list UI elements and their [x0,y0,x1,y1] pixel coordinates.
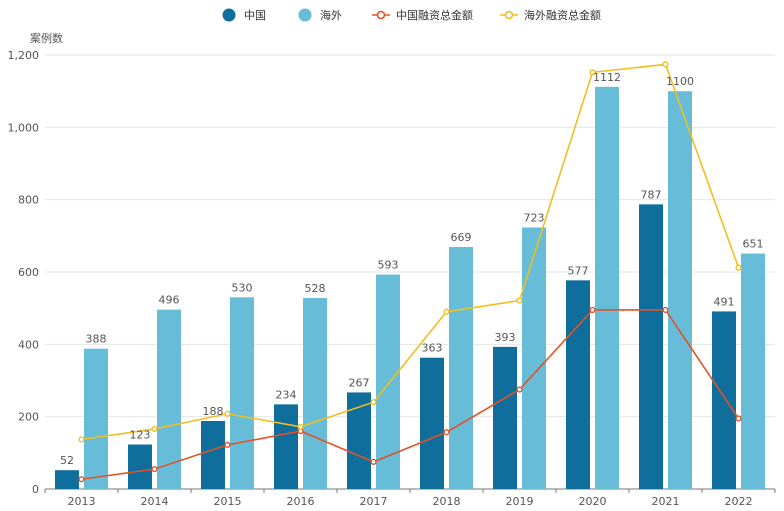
series-line [81,309,740,481]
legend-label: 中国 [244,9,266,22]
line-point [735,264,742,271]
bar [201,421,225,489]
bar [595,86,619,490]
bar-data-label: 52 [60,454,74,467]
bar-data-label: 496 [159,294,180,307]
line-point [224,441,231,448]
line-point [589,69,596,76]
bar-data-label: 1112 [593,71,621,84]
y-tick-label: 1,200 [8,49,40,62]
y-axis-title: 案例数 [30,31,63,45]
y-tick-label: 800 [18,194,39,207]
line-point [370,458,377,465]
bar-data-label: 188 [203,405,224,418]
bar-data-label: 1100 [666,75,694,88]
bar [274,404,298,489]
bar [493,346,517,489]
bar [668,91,692,490]
legend-label: 中国融资总金额 [396,8,473,22]
x-tick-label: 2021 [652,495,680,508]
bar-data-label: 669 [451,231,472,244]
bar [55,470,79,489]
line-point [78,436,85,443]
line-point [78,476,85,483]
bar [522,227,546,489]
bar [128,444,152,489]
line-point [297,423,304,430]
bar-data-label: 593 [378,259,399,272]
line-point [516,297,523,304]
x-tick-label: 2022 [725,495,753,508]
bar-data-label: 723 [524,212,545,225]
line-point [443,308,450,315]
bar [741,253,765,489]
legend-layer: 中国 海外 中国融资总金额 海外融资总金额 [222,8,601,22]
line-point [370,399,377,406]
bar [712,311,736,489]
y-tick-label: 1,000 [8,121,40,134]
bar [420,357,444,489]
line-point [662,61,669,68]
x-tick-label: 2019 [506,495,534,508]
series-line [81,63,740,441]
bar-data-label: 388 [86,333,107,346]
line-point [662,306,669,314]
y-tick-label: 400 [18,338,39,351]
bar-data-label: 528 [305,282,326,295]
bar [157,309,181,489]
legend-marker [376,10,386,20]
bar-data-label: 123 [130,429,151,442]
legend-marker [222,8,236,22]
x-tick-label: 2016 [287,495,315,508]
x-tick-label: 2018 [433,495,461,508]
line-point [443,429,450,436]
bar [566,280,590,489]
line-point [151,466,158,473]
grid-layer [45,54,775,418]
bar-data-label: 491 [714,295,735,308]
bar [639,204,663,489]
x-tick-label: 2013 [68,495,96,508]
bar-layer [55,86,765,490]
bar-data-label: 651 [743,238,764,251]
bar [303,298,327,489]
legend-marker [504,10,514,20]
legend-label: 海外融资总金额 [524,8,601,22]
x-tick-label: 2015 [214,495,242,508]
legend-marker [298,8,312,22]
y-tick-label: 600 [18,266,39,279]
x-tick-label: 2017 [360,495,388,508]
bar [230,297,254,489]
bar-data-label: 577 [568,264,589,277]
bar-data-label: 363 [422,342,443,355]
line-point [589,306,596,314]
line-layer [78,61,742,483]
bar-data-label: 530 [232,281,253,294]
bar [449,247,473,489]
legend-label: 海外 [320,8,342,22]
y-tick-label: 200 [18,411,39,424]
y-tick-label: 0 [32,483,39,496]
line-point [516,386,523,393]
x-tick-label: 2014 [141,495,169,508]
bar-data-label: 393 [495,331,516,344]
line-point [735,415,742,422]
line-point [151,425,158,433]
bar [84,348,108,489]
label-layer: 52 123 188 234 267 363 393 577 787 491 388 496 530 52… [60,71,764,467]
bar-data-label: 787 [641,188,662,201]
bar [347,392,371,489]
bar-data-label: 267 [349,376,370,389]
bar-data-label: 234 [276,388,297,401]
x-tick-label: 2020 [579,495,607,508]
line-point [224,410,231,417]
